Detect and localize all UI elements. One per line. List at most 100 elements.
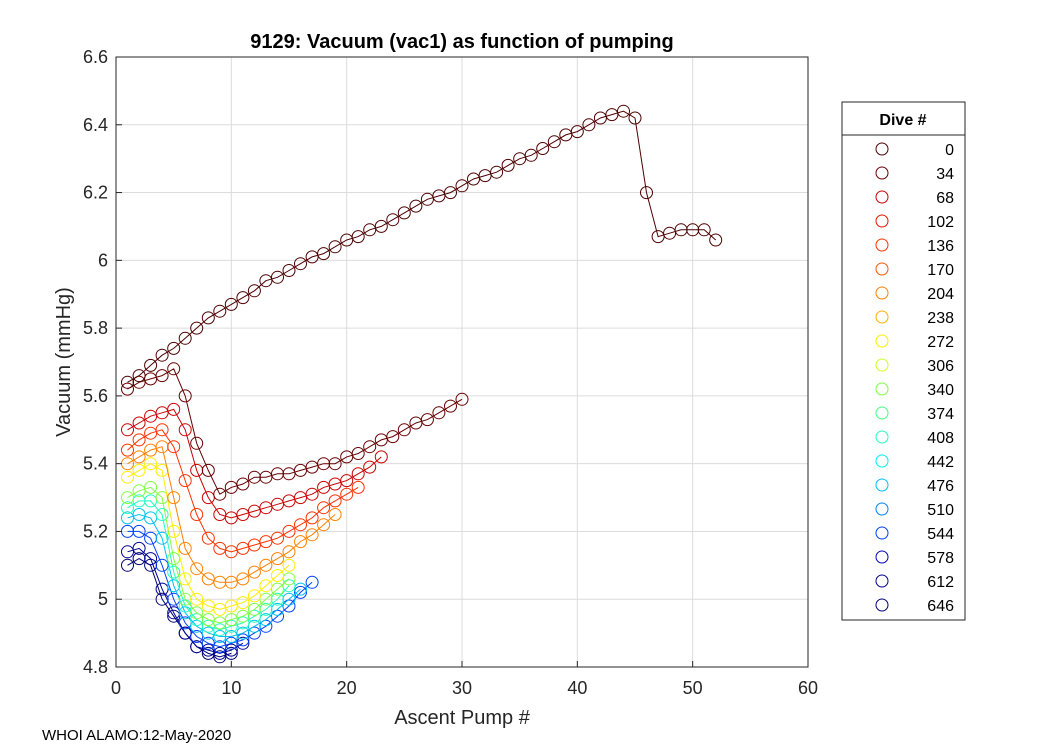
data-point: [167, 440, 181, 454]
data-point: [351, 467, 365, 481]
legend-marker: [875, 430, 889, 444]
data-point: [247, 602, 261, 616]
legend: Dive # 0 34 68 102 136 170 204 238 272 306 340 374 4…: [841, 101, 966, 621]
data-point: [121, 491, 134, 505]
data-point: [536, 142, 550, 155]
legend-marker: [875, 142, 889, 156]
legend-label: 272: [927, 334, 954, 351]
legend-entry: 544: [875, 526, 954, 543]
legend-marker: [875, 382, 889, 396]
data-point: [328, 494, 342, 508]
data-point: [455, 392, 469, 406]
legend-label: 408: [927, 430, 954, 447]
data-point: [224, 636, 238, 650]
data-point: [294, 535, 307, 549]
series-408: [121, 494, 296, 637]
legend-entry: 68: [875, 190, 954, 207]
data-point: [178, 541, 192, 555]
data-point: [247, 284, 261, 298]
x-tick-label: 30: [452, 678, 472, 698]
data-point: [305, 575, 319, 589]
data-point: [305, 528, 319, 542]
data-point: [455, 179, 469, 193]
series-544: [121, 524, 319, 654]
legend-entry: 306: [875, 358, 954, 375]
y-tick-label: 5.6: [83, 386, 108, 406]
series-340: [121, 480, 296, 630]
data-point: [132, 541, 146, 555]
y-tick-label: 6.6: [83, 47, 108, 67]
data-point: [121, 501, 134, 515]
legend-label: 578: [927, 550, 954, 567]
legend-label: 374: [927, 406, 954, 423]
legend-label: 102: [927, 214, 954, 231]
y-tick-label: 6: [98, 250, 108, 270]
series-272: [121, 457, 296, 616]
data-point: [190, 436, 204, 450]
data-point: [167, 362, 181, 376]
x-tick-label: 60: [798, 678, 818, 698]
data-point: [213, 487, 227, 501]
x-tick-label: 50: [683, 678, 703, 698]
legend-label: 612: [927, 574, 954, 591]
y-axis-label: Vacuum (mmHg): [53, 287, 75, 437]
series-line: [127, 446, 336, 583]
legend-label: 204: [927, 286, 954, 303]
legend-marker: [875, 358, 889, 372]
data-point: [121, 375, 134, 389]
footer-credit: WHOI ALAMO:12-May-2020: [42, 727, 232, 744]
series-204: [121, 440, 342, 589]
data-point: [236, 572, 250, 586]
legend-marker: [875, 310, 889, 324]
legend-marker: [875, 166, 889, 180]
data-point: [178, 389, 192, 403]
data-point: [132, 450, 146, 464]
legend-label: 544: [927, 526, 954, 543]
data-point: [397, 423, 411, 437]
data-point: [605, 108, 619, 122]
y-tick-label: 5.2: [83, 521, 108, 541]
x-tick-label: 0: [111, 678, 121, 698]
data-point: [155, 531, 169, 545]
data-point: [121, 423, 134, 437]
legend-label: 646: [927, 598, 954, 615]
legend-title: Dive #: [879, 112, 926, 129]
data-point: [374, 219, 388, 233]
data-point: [328, 457, 342, 471]
legend-entry: 476: [875, 478, 954, 495]
data-point: [259, 501, 273, 515]
legend-label: 136: [927, 238, 954, 255]
data-point: [247, 565, 261, 579]
data-point: [144, 358, 158, 372]
data-point: [167, 524, 181, 538]
data-point: [236, 633, 250, 647]
data-point: [178, 572, 192, 586]
legend-marker: [875, 454, 889, 468]
series-line: [127, 408, 382, 519]
data-point: [271, 270, 284, 284]
data-point: [363, 223, 377, 237]
data-point: [490, 165, 504, 179]
series-line: [127, 530, 313, 648]
data-point: [294, 257, 307, 271]
y-tick-label: 5.4: [83, 454, 108, 474]
data-point: [167, 579, 181, 593]
data-point: [547, 135, 561, 149]
legend-entry: 646: [875, 598, 954, 615]
data-point: [374, 450, 388, 464]
data-point: [628, 111, 642, 125]
data-point: [121, 545, 134, 559]
data-point: [524, 148, 538, 162]
data-point: [317, 518, 331, 532]
data-point: [259, 535, 273, 549]
data-point: [155, 558, 169, 572]
data-point: [363, 440, 377, 454]
legend-entry: 204: [875, 286, 954, 303]
data-point: [132, 433, 146, 447]
data-point: [224, 297, 238, 311]
legend-box: [841, 101, 966, 621]
legend-marker: [875, 502, 889, 516]
data-point: [294, 491, 307, 505]
legend-entry: 136: [875, 238, 954, 255]
data-point: [259, 579, 273, 593]
